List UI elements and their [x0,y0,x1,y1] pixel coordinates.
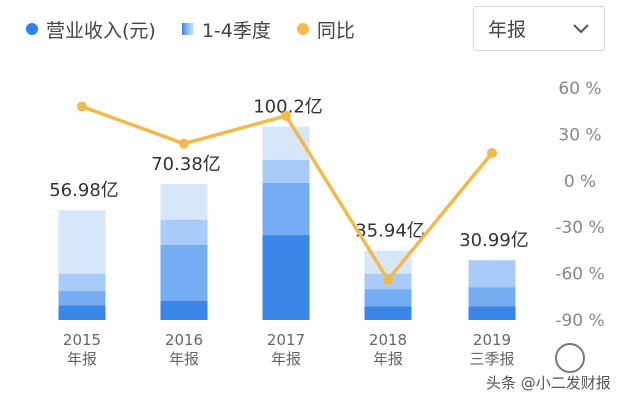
bar-segment-2016-q4[interactable] [160,184,208,220]
x-tick-period-2016: 年报 [169,350,199,368]
yoy-point-2015[interactable] [77,101,87,112]
yoy-point-2018[interactable] [383,274,393,285]
y2-axis-labels: 60 % 30 % 0 % -30 % -60 % -90 % [555,79,604,331]
bar-segment-2017-q1[interactable] [262,235,310,320]
yoy-dot-icon [296,23,309,35]
y2-tick-label: 0 % [564,172,596,192]
bar-segment-2019-q3[interactable] [468,260,516,288]
chart-legend: 营业收入(元) 1-4季度 同比 [26,12,355,46]
yoy-point-2017[interactable] [281,110,291,121]
legend-revenue-label: 营业收入(元) [46,19,156,42]
circle-button[interactable] [555,343,585,373]
total-label-2015: 56.98亿 [49,180,119,201]
bar-segment-2019-q1[interactable] [468,306,516,320]
x-tick-period-2019: 三季报 [469,350,514,368]
bar-segment-2017-q2[interactable] [262,182,310,236]
bar-segment-2018-q1[interactable] [364,306,412,320]
total-label-layer: 56.98亿 70.38亿 100.2亿 35.94亿 30.99亿 [49,97,529,252]
y2-tick-label: 30 % [558,125,601,145]
y2-tick-label: 60 % [558,79,601,99]
quarter-gradient-icon [181,23,194,35]
legend-quarters[interactable]: 1-4季度 [181,16,271,43]
report-type-value: 年报 [488,19,527,41]
bar-segment-2019-q2[interactable] [468,287,516,307]
yoy-line-layer [77,101,497,285]
bar-segment-2015-q2[interactable] [58,291,106,306]
bar-segment-2015-q3[interactable] [58,273,106,292]
bar-layer [58,126,516,320]
x-tick-period-2018: 年报 [373,350,403,368]
legend-yoy-label: 同比 [316,19,355,42]
legend-quarters-label: 1-4季度 [201,19,271,42]
report-type-select[interactable]: 年报 [473,6,605,51]
bar-segment-2016-q3[interactable] [160,219,208,245]
bar-segment-2015-q4[interactable] [58,210,106,274]
bar-segment-2016-q1[interactable] [160,300,208,320]
x-tick-year-2015: 2015 [63,331,101,349]
total-label-2017: 100.2亿 [253,97,323,118]
x-tick-period-2015: 年报 [67,350,97,368]
x-tick-year-2017: 2017 [267,331,305,349]
y2-tick-label: -30 % [555,218,604,238]
y2-tick-label: -90 % [555,311,604,331]
x-tick-year-2016: 2016 [165,331,203,349]
total-label-2019: 30.99亿 [459,230,529,251]
revenue-dot-icon [26,23,38,35]
bar-segment-2017-q3[interactable] [262,159,310,183]
x-tick-year-2018: 2018 [369,331,407,349]
yoy-point-2016[interactable] [179,138,189,149]
x-tick-period-2017: 年报 [271,350,301,368]
bar-segment-2015-q1[interactable] [58,305,106,320]
watermark-text: 头条 @小二发财报 [486,374,611,392]
legend-revenue[interactable]: 营业收入(元) [26,16,156,43]
bar-segment-2018-q2[interactable] [364,289,412,307]
total-label-2016: 70.38亿 [151,154,221,175]
yoy-point-2019[interactable] [487,147,497,158]
x-tick-year-2019: 2019 [473,331,511,349]
bar-segment-2016-q2[interactable] [160,244,208,301]
total-label-2018: 35.94亿 [355,221,425,242]
y2-tick-label: -60 % [555,265,604,285]
chevron-down-icon [573,23,589,33]
legend-yoy[interactable]: 同比 [296,16,355,43]
